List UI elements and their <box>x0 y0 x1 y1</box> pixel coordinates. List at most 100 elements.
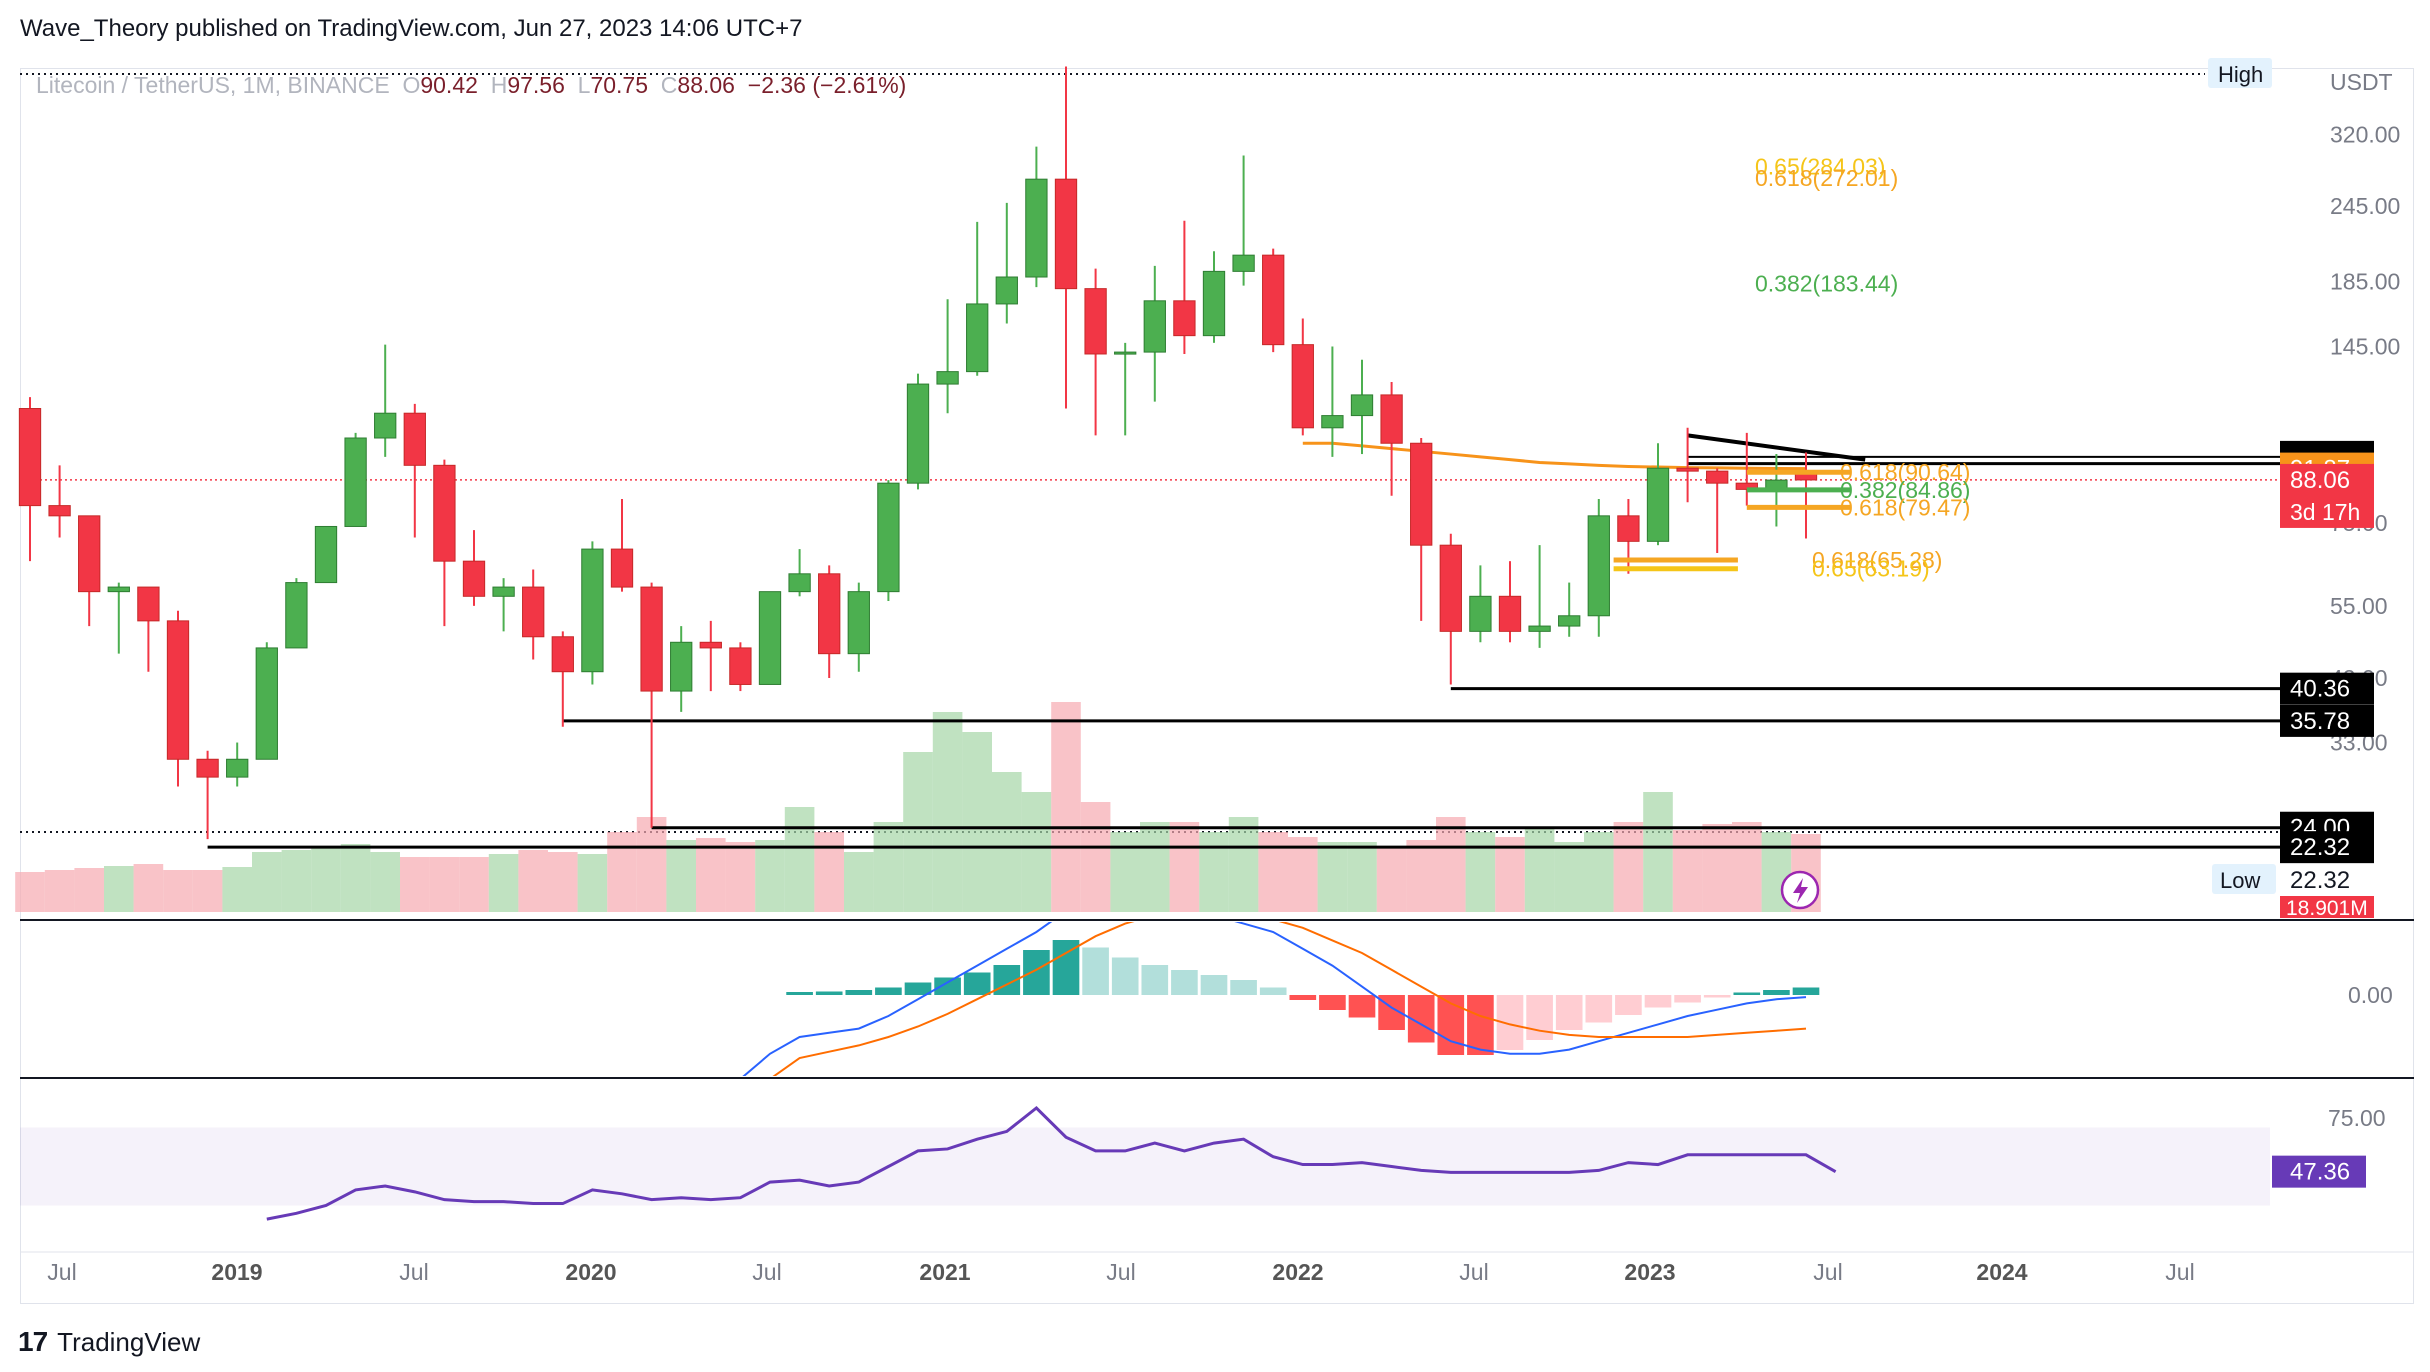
volume-bar <box>1199 832 1229 912</box>
volume-bar <box>1613 822 1644 912</box>
volume-bar <box>370 852 400 912</box>
candle-body <box>1439 544 1462 632</box>
volume-bar <box>932 712 963 912</box>
volume-bar <box>1732 822 1762 912</box>
ohlc-legend: Litecoin / TetherUS, 1M, BINANCE O90.42 … <box>36 72 906 99</box>
candle-body <box>818 573 841 655</box>
macd-histogram-bar <box>1437 995 1465 1055</box>
legend-close-label: C <box>660 72 678 98</box>
fib-level-label: 0.618(90.64) <box>1840 459 1970 485</box>
macd-histogram-bar <box>1259 987 1287 995</box>
volume-bar <box>725 842 756 912</box>
y-axis-tick-label: 245.00 <box>2330 193 2400 219</box>
axis-currency-label: USDT <box>2330 69 2393 95</box>
x-axis-tick-label: 2020 <box>565 1259 616 1285</box>
candle-body <box>78 515 101 593</box>
ema-line <box>1302 441 1807 471</box>
candle-body <box>699 641 722 649</box>
candle-body <box>314 525 338 584</box>
candle-body <box>344 437 367 527</box>
tradingview-logo-icon: 17 <box>18 1326 48 1357</box>
candle-body <box>1558 615 1581 627</box>
candle-body <box>1054 178 1078 290</box>
candle-body <box>137 586 160 622</box>
candle-body <box>374 412 397 439</box>
macd-histogram-bar <box>1230 980 1257 995</box>
macd-histogram-bar <box>1792 987 1820 995</box>
volume-bar <box>607 832 637 912</box>
volume-bar <box>755 840 785 912</box>
candle-body <box>522 586 545 638</box>
low-badge <box>2212 864 2276 894</box>
candle-body <box>492 586 515 597</box>
volume-bar <box>1021 792 1052 912</box>
low-badge-label: Low <box>2220 868 2260 893</box>
candle-body <box>1646 467 1670 542</box>
fib-level-label: 0.618(272.01) <box>1755 165 1898 191</box>
macd-histogram-bar <box>1023 950 1050 995</box>
volume-bar <box>1495 837 1525 912</box>
macd-histogram-bar <box>845 990 873 995</box>
fib-level-label: 0.382(183.44) <box>1755 271 1898 297</box>
level-tag <box>2280 672 2374 705</box>
x-axis-tick-label: Jul <box>1459 1259 1488 1285</box>
candle-body <box>1202 270 1226 337</box>
macd-histogram-bar <box>1082 947 1109 995</box>
volume-bar <box>1524 827 1555 912</box>
macd-histogram-bar <box>1703 995 1731 998</box>
volume-bar <box>666 840 696 912</box>
macd-histogram-bar <box>1585 995 1613 1023</box>
volume-bar <box>340 844 371 912</box>
y-axis-tick-label: 185.00 <box>2330 268 2400 294</box>
footer-brand[interactable]: 17 TradingView <box>18 1326 200 1358</box>
volume-bar <box>1465 832 1496 912</box>
candle-body <box>936 371 959 385</box>
macd-histogram-bar <box>934 977 961 995</box>
chart-frame <box>20 68 2414 1304</box>
x-axis-tick-label: Jul <box>2165 1259 2194 1285</box>
rsi-band <box>20 1127 2270 1206</box>
volume-bar <box>1436 817 1466 912</box>
volume-tag <box>2280 896 2374 918</box>
level-tag-label: 40.36 <box>2290 676 2350 703</box>
volume-bar <box>459 857 489 912</box>
candle-body <box>847 591 870 655</box>
high-badge <box>2208 58 2272 88</box>
level-tag-label: 22.32 <box>2290 834 2350 861</box>
candle-body <box>1321 415 1344 429</box>
volume-bar <box>1643 792 1673 912</box>
volume-bar <box>518 850 548 912</box>
volume-bar <box>1347 842 1377 912</box>
candle-body <box>1173 300 1196 337</box>
volume-bar <box>784 807 815 912</box>
volume-bar <box>311 847 341 912</box>
candle-body <box>1262 254 1285 346</box>
macd-histogram-bar <box>786 992 813 995</box>
candle-body <box>1469 595 1492 632</box>
volume-bar <box>133 864 164 912</box>
volume-bar <box>1169 822 1200 912</box>
candle-body <box>788 573 811 593</box>
candle-body <box>1410 442 1433 546</box>
candle-body <box>1676 467 1699 472</box>
macd-histogram-bar <box>1348 995 1376 1018</box>
candle-body <box>18 408 42 507</box>
candle-body <box>1291 344 1314 429</box>
candle-body <box>1528 625 1551 632</box>
volume-bar <box>1554 842 1584 912</box>
lightning-icon-bolt <box>1793 878 1808 903</box>
volume-bar <box>1376 847 1407 912</box>
level-tag-label: 35.78 <box>2290 708 2350 735</box>
volume-bar <box>962 732 992 912</box>
volume-tag-label: 18.901M <box>2286 897 2368 920</box>
volume-bar <box>281 850 312 912</box>
macd-histogram-bar <box>1555 995 1583 1030</box>
volume-bar <box>74 868 104 912</box>
candle-body <box>1143 300 1166 353</box>
candle-body <box>551 636 574 673</box>
candle-body <box>255 647 278 760</box>
volume-bar <box>252 852 282 912</box>
candle-body <box>1232 254 1255 272</box>
macd-histogram-bar <box>1467 995 1494 1055</box>
